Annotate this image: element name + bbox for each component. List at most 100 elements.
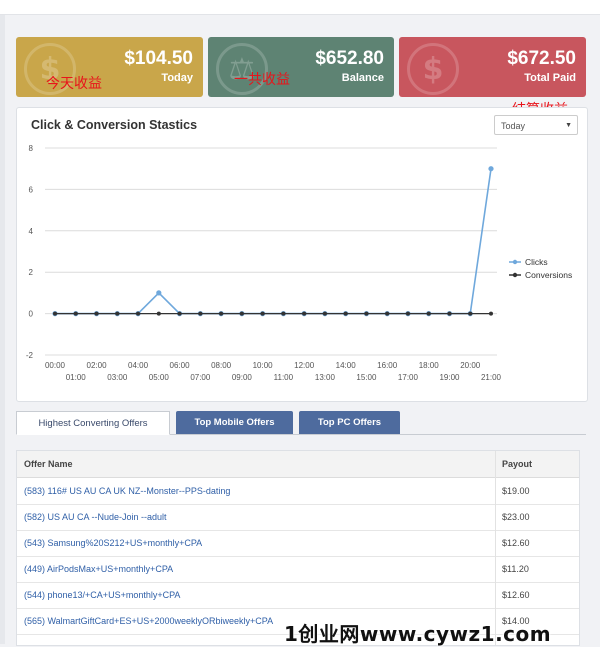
- stat-amount: $652.80: [315, 48, 384, 69]
- series-line-clicks: [55, 168, 492, 315]
- offer-payout: $14.00: [502, 616, 530, 626]
- data-point-conversions: [405, 311, 410, 316]
- x-tick-label: 08:00: [211, 361, 232, 370]
- table-header: Offer Name Payout: [17, 451, 579, 478]
- offer-link[interactable]: (544) phone13/+CA+US+monthly+CPA: [24, 590, 181, 600]
- dollar-icon: $: [24, 43, 76, 95]
- offer-payout: $23.00: [502, 512, 530, 522]
- x-tick-label: 01:00: [66, 373, 87, 382]
- x-tick-label: 18:00: [419, 361, 440, 370]
- stat-amount: $672.50: [507, 48, 576, 69]
- data-point-conversions: [239, 311, 244, 316]
- offer-link[interactable]: (565) WalmartGiftCard+ES+US+2000weeklyOR…: [24, 616, 274, 626]
- data-point-conversions: [281, 311, 286, 316]
- data-point-conversions: [385, 311, 390, 316]
- y-tick-label: 0: [29, 310, 34, 319]
- x-tick-label: 13:00: [315, 373, 336, 382]
- x-tick-label: 07:00: [190, 373, 211, 382]
- x-tick-label: 21:00: [481, 373, 502, 382]
- range-select-value: Today: [501, 121, 526, 131]
- x-tick-label: 14:00: [336, 361, 357, 370]
- data-point-conversions: [177, 311, 182, 316]
- data-point-clicks: [156, 290, 162, 296]
- table-row: (544) phone13/+CA+US+monthly+CPA $12.60: [17, 582, 579, 609]
- dollar-icon: $: [407, 43, 459, 95]
- top-bar: [0, 0, 600, 15]
- x-tick-label: 17:00: [398, 373, 419, 382]
- tab-highest-converting[interactable]: Highest Converting Offers: [16, 411, 170, 435]
- offers-table: Offer Name Payout (583) 116# US AU CA UK…: [16, 450, 580, 646]
- scale-icon: ⚖: [216, 43, 268, 95]
- data-point-conversions: [53, 311, 57, 316]
- x-tick-label: 02:00: [87, 361, 108, 370]
- data-point-clicks: [488, 166, 494, 172]
- legend-marker: [512, 259, 518, 265]
- tab-top-pc[interactable]: Top PC Offers: [299, 411, 400, 434]
- x-tick-label: 12:00: [294, 361, 315, 370]
- data-point-conversions: [426, 311, 431, 316]
- x-tick-label: 09:00: [232, 373, 253, 382]
- x-tick-label: 06:00: [170, 361, 191, 370]
- header-offer-name: Offer Name: [24, 459, 73, 469]
- stat-card-today: $ $104.50 Today: [16, 37, 203, 97]
- offer-link[interactable]: (582) US AU CA --Nude-Join --adult: [24, 512, 167, 522]
- data-point-conversions: [156, 311, 161, 316]
- y-tick-label: 4: [29, 227, 34, 236]
- data-point-conversions: [260, 311, 265, 316]
- stat-caption: Balance: [341, 72, 384, 84]
- y-tick-label: -2: [26, 351, 34, 360]
- data-point-conversions: [447, 311, 452, 316]
- x-tick-label: 20:00: [460, 361, 481, 370]
- range-select[interactable]: Today ▼: [494, 115, 578, 135]
- table-row: (543) Samsung%20S212+US+monthly+CPA $12.…: [17, 530, 579, 557]
- watermark: 1创业网www.cywz1.com: [284, 622, 552, 646]
- x-tick-label: 16:00: [377, 361, 398, 370]
- x-tick-label: 04:00: [128, 361, 149, 370]
- stat-amount: $104.50: [124, 48, 193, 69]
- offer-payout: $19.00: [502, 486, 530, 496]
- stat-caption: Total Paid: [524, 72, 576, 84]
- offer-link[interactable]: (449) AirPodsMax+US+monthly+CPA: [24, 564, 174, 574]
- x-tick-label: 03:00: [107, 373, 128, 382]
- data-point-conversions: [115, 311, 120, 316]
- annotation-today: 今天收益: [46, 76, 102, 92]
- stat-card-balance: ⚖ $652.80 Balance: [208, 37, 394, 97]
- header-payout: Payout: [502, 459, 533, 469]
- data-point-conversions: [468, 311, 473, 316]
- data-point-conversions: [198, 311, 203, 316]
- x-tick-label: 15:00: [356, 373, 377, 382]
- x-tick-label: 05:00: [149, 373, 170, 382]
- annotation-balance: 一共收益: [234, 72, 290, 88]
- chart-title: Click & Conversion Stastics: [31, 118, 198, 132]
- data-point-conversions: [322, 311, 327, 316]
- data-point-conversions: [219, 311, 224, 316]
- data-point-conversions: [94, 311, 99, 316]
- x-tick-label: 19:00: [439, 373, 460, 382]
- stat-caption: Today: [161, 72, 193, 84]
- x-tick-label: 11:00: [274, 373, 294, 382]
- data-point-conversions: [136, 311, 141, 316]
- offer-link[interactable]: (583) 116# US AU CA UK NZ--Monster--PPS-…: [24, 486, 231, 496]
- tab-top-mobile[interactable]: Top Mobile Offers: [176, 411, 293, 434]
- table-row: (583) 116# US AU CA UK NZ--Monster--PPS-…: [17, 478, 579, 505]
- offer-payout: $12.60: [502, 538, 530, 548]
- legend-marker: [512, 272, 518, 278]
- data-point-conversions: [73, 311, 78, 316]
- offer-tabs: Highest Converting Offers Top Mobile Off…: [16, 410, 586, 435]
- y-tick-label: 2: [29, 268, 34, 277]
- legend-label: Clicks: [525, 257, 548, 267]
- data-point-conversions: [489, 311, 493, 316]
- table-row: (582) US AU CA --Nude-Join --adult $23.0…: [17, 504, 579, 531]
- table-row: (565) WalmartGiftCard+ES+US+2000weeklyOR…: [17, 608, 579, 635]
- offer-link[interactable]: (543) Samsung%20S212+US+monthly+CPA: [24, 538, 203, 548]
- offer-payout: $11.20: [502, 564, 529, 574]
- x-tick-label: 10:00: [253, 361, 274, 370]
- x-tick-label: 00:00: [45, 361, 66, 370]
- data-point-conversions: [343, 311, 348, 316]
- legend-label: Conversions: [525, 270, 572, 280]
- caret-down-icon: ▼: [565, 122, 572, 129]
- offer-payout: $12.60: [502, 590, 530, 600]
- table-row: (449) AirPodsMax+US+monthly+CPA $11.20: [17, 556, 579, 583]
- left-rail: [0, 0, 5, 644]
